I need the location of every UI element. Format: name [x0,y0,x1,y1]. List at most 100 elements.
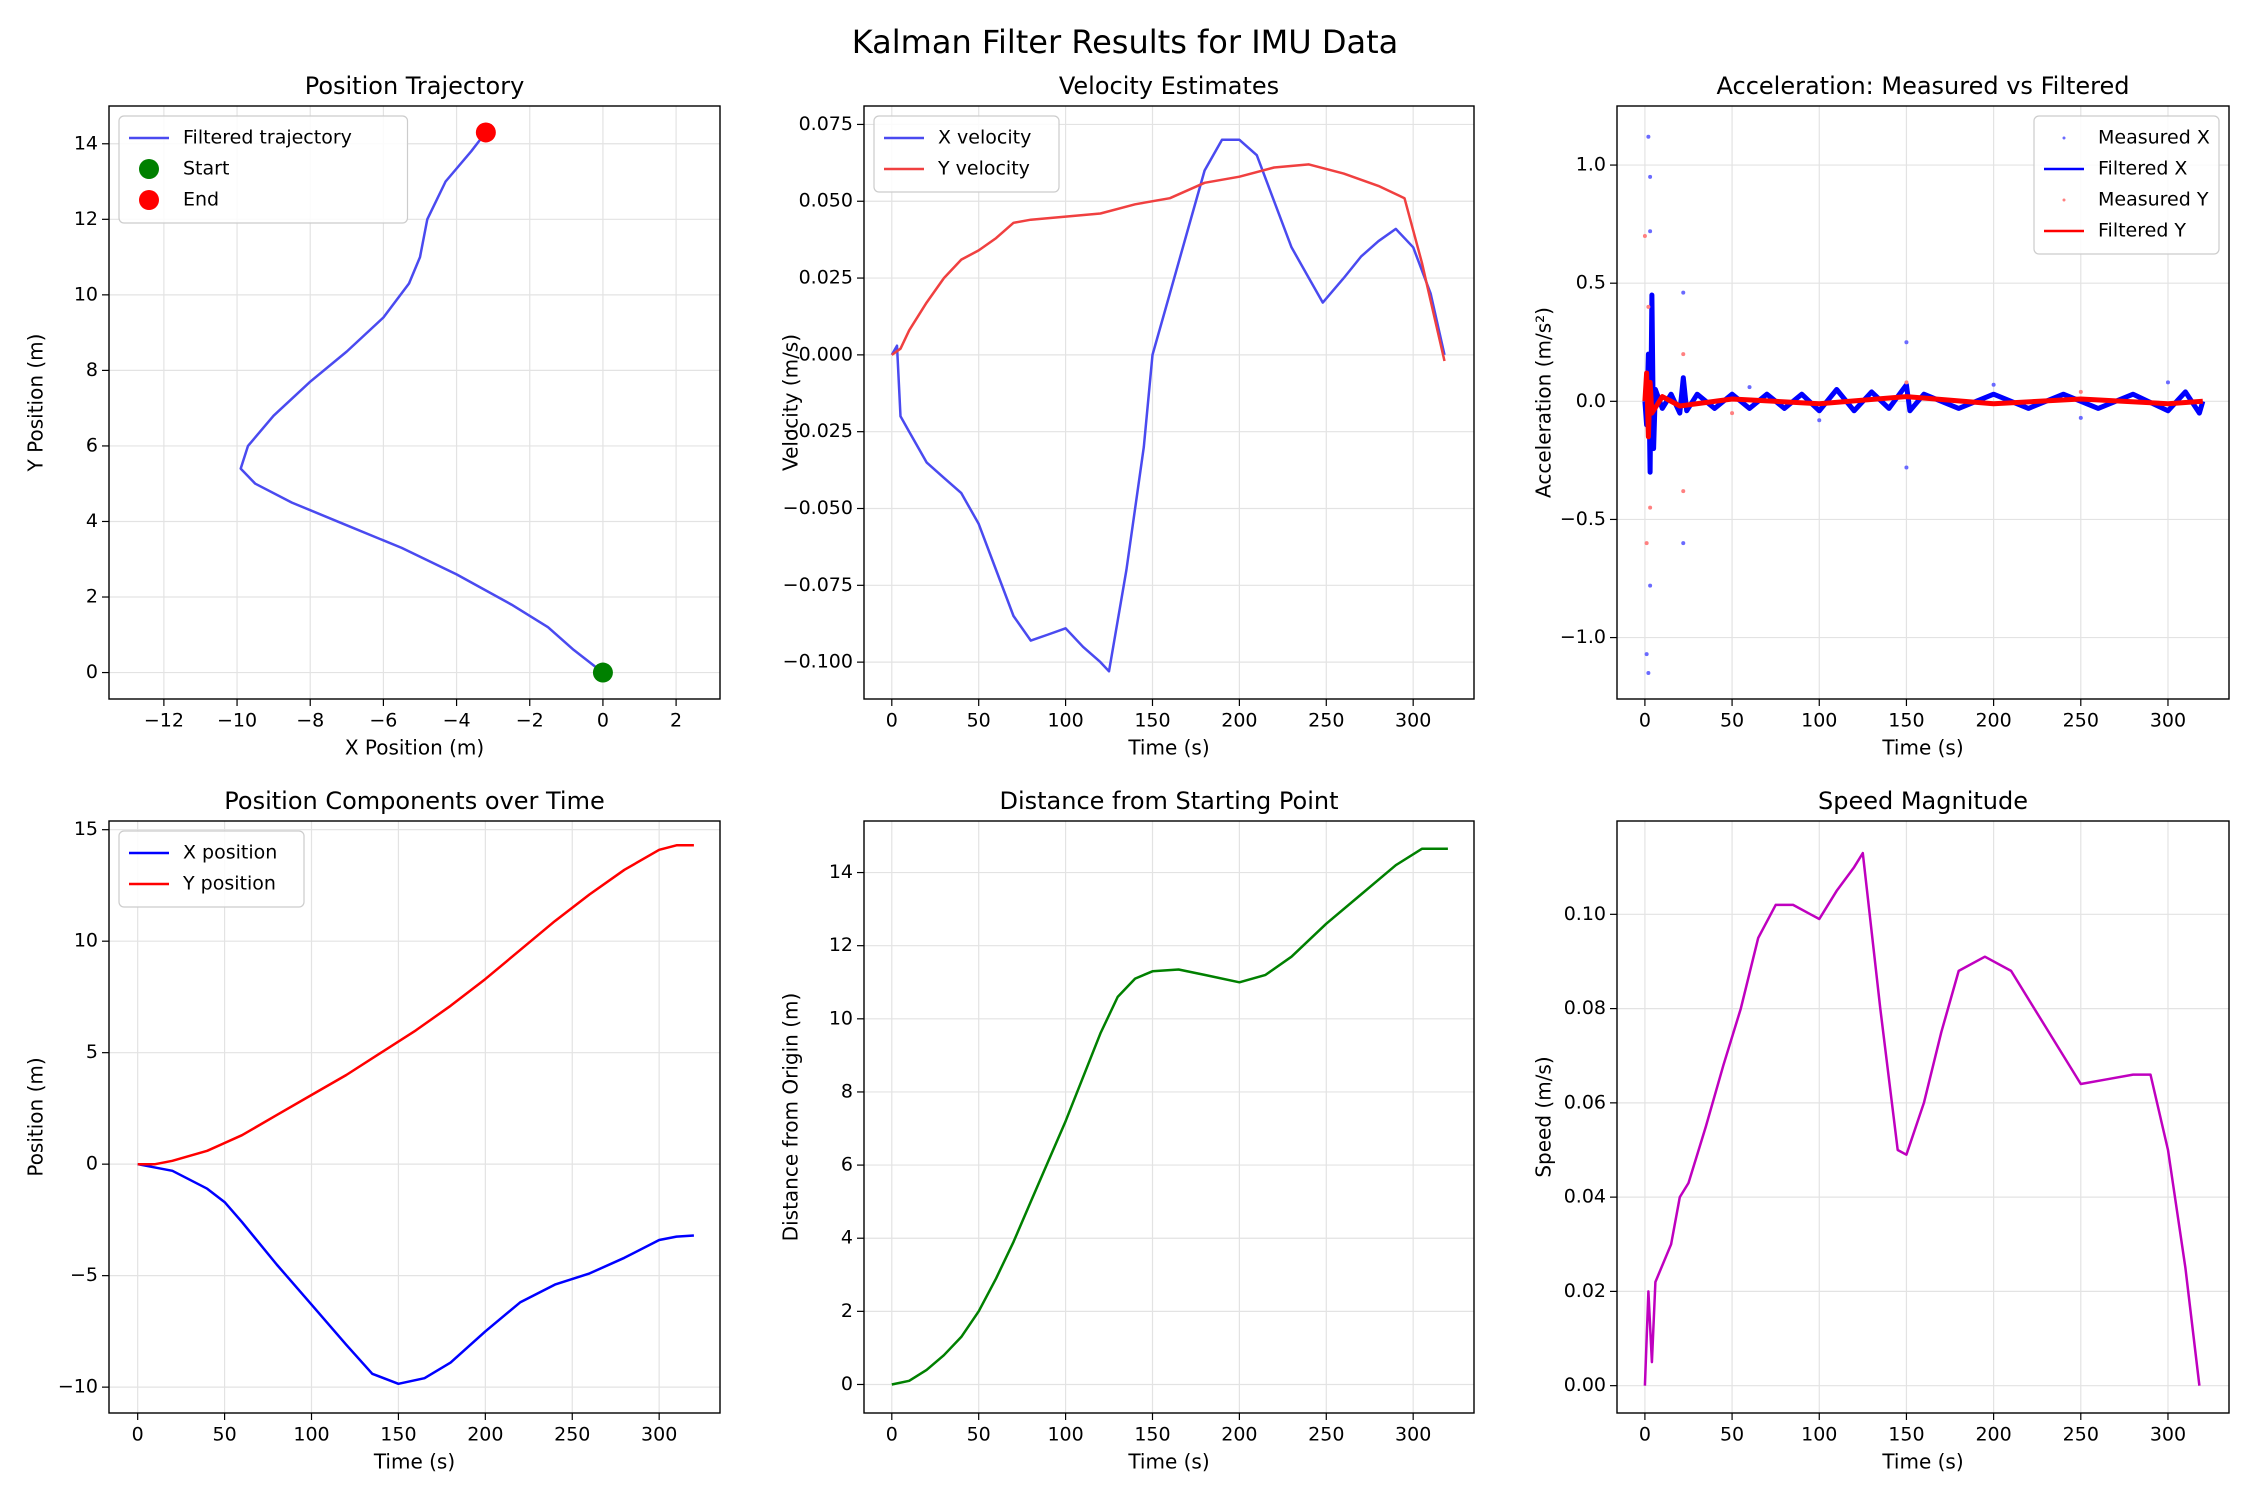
legend-box [118,830,305,908]
y-tick-label: 0.000 [799,343,853,365]
y-tick-label: 0 [86,1153,98,1175]
x-tick-label: 150 [1134,710,1170,732]
y-tick-label: 5 [86,1041,98,1063]
data-line [137,1162,694,1386]
measured-dot [1681,290,1686,295]
x-tick-label: 100 [1801,710,1837,732]
y-tick-label: −0.050 [783,497,853,519]
legend-label: Y velocity [937,158,1030,180]
x-tick-label: 0 [886,710,898,732]
point-marker [592,662,613,683]
x-tick-label: 50 [967,710,991,732]
legend-label: Measured X [2098,127,2210,149]
x-tick-label: 200 [1975,1424,2011,1446]
y-axis-label: Velocity (m/s) [779,334,803,471]
y-tick-label: 0.5 [1576,272,1606,294]
x-axis-label: Time (s) [373,1450,455,1474]
measured-dot [1646,671,1651,676]
x-tick-label: 0 [1639,1424,1651,1446]
x-tick-label: 100 [1047,710,1083,732]
x-axis-label: Time (s) [1127,736,1209,760]
y-axis-label: Acceleration (m/s²) [1532,307,1556,498]
x-tick-label: 2 [670,710,682,732]
x-tick-label: 0 [597,710,609,732]
legend-label: Filtered X [2098,158,2187,180]
y-tick-label: 12 [829,934,853,956]
x-tick-label: 300 [2150,1424,2186,1446]
axes: 0 50 100 150 200 250 300 −1.0 −0.5 0.0 0.5 1.0 Accel… [1532,72,2230,760]
measured-dot [1904,340,1909,345]
y-tick-label: 6 [841,1154,853,1176]
y-tick-label: −0.075 [783,574,853,596]
measured-dot [1747,385,1752,390]
y-tick-label: 1.0 [1576,154,1606,176]
legend-label: Filtered Y [2098,220,2186,242]
x-tick-label: 0 [132,1424,144,1446]
axes-title: Velocity Estimates [1059,72,1279,100]
y-tick-label: 0.075 [799,113,853,135]
x-tick-label: 250 [1308,710,1344,732]
y-axis-label: Distance from Origin (m) [779,993,803,1242]
axes-frame [1616,820,2230,1414]
x-tick-label: 100 [1047,1424,1083,1446]
axes-frame [863,820,1475,1414]
y-tick-label: 2 [86,586,98,608]
axes-title: Distance from Starting Point [999,787,1338,815]
x-tick-label: 250 [1308,1424,1344,1446]
x-tick-label: −6 [369,710,397,732]
x-tick-label: −12 [144,710,184,732]
measured-dot [1646,134,1651,139]
x-tick-label: 0 [1639,710,1651,732]
axes-title: Speed Magnitude [1818,787,2028,815]
filtered-line [1642,370,2203,440]
x-tick-label: 300 [1395,1424,1431,1446]
data-line [891,847,1448,1386]
legend: Measured X Filtered X Measured Y Filtered Y [2033,115,2220,255]
measured-dot [1648,583,1653,588]
y-tick-label: 10 [74,283,98,305]
filtered-line [1642,292,2206,475]
measured-dot [1681,489,1686,494]
measured-dot [1646,304,1651,309]
x-axis-label: Time (s) [1881,1450,1963,1474]
legend-label: X velocity [938,127,1031,149]
axes: 0 50 100 150 200 250 300 0 2 4 6 8 10 12 14 Distance fr… [779,787,1475,1474]
measured-dot [1991,382,1996,387]
axes-frame [863,105,1475,700]
axes: 0 50 100 150 200 250 300 −10 −5 0 5 10 15 Position Co… [24,787,721,1474]
y-tick-label: −0.025 [783,420,853,442]
x-axis-label: Time (s) [1127,1450,1209,1474]
x-tick-label: 250 [2063,710,2099,732]
legend-swatch [139,159,159,179]
measured-dot [2165,380,2170,385]
x-tick-label: 100 [293,1424,329,1446]
x-tick-label: 300 [2150,710,2186,732]
measured-dot [1642,233,1647,238]
y-tick-label: 14 [829,861,853,883]
x-tick-label: 100 [1801,1424,1837,1446]
x-axis-label: Time (s) [1881,736,1963,760]
y-tick-label: 0.04 [1564,1186,1606,1208]
axes-title: Position Components over Time [224,787,604,815]
y-tick-label: 0.02 [1564,1280,1606,1302]
measured-dot [1681,352,1686,357]
axes-frame [108,105,721,700]
legend: X velocity Y velocity [873,115,1060,193]
measured-dot [1730,411,1735,416]
y-axis-label: Y Position (m) [24,334,48,473]
y-tick-label: −1.0 [1560,626,1606,648]
axes: 0 50 100 150 200 250 300 0.00 0.02 0.04 0.06 0.08 0.… [1532,787,2230,1474]
y-tick-label: 8 [86,359,98,381]
legend-box [2033,115,2220,255]
y-tick-label: 0 [86,661,98,683]
y-tick-label: 0.00 [1564,1374,1606,1396]
y-tick-label: 12 [74,208,98,230]
legend-label: Start [183,158,229,180]
data-line [137,844,694,1166]
axes: 0 50 100 150 200 250 300 −0.100 −0.075 −0.050 −0.0… [779,72,1475,760]
x-tick-label: −8 [296,710,324,732]
y-tick-label: −0.100 [783,651,853,673]
y-tick-label: 0.10 [1564,903,1606,925]
y-tick-label: 4 [86,510,98,532]
measured-dot [2078,389,2083,394]
